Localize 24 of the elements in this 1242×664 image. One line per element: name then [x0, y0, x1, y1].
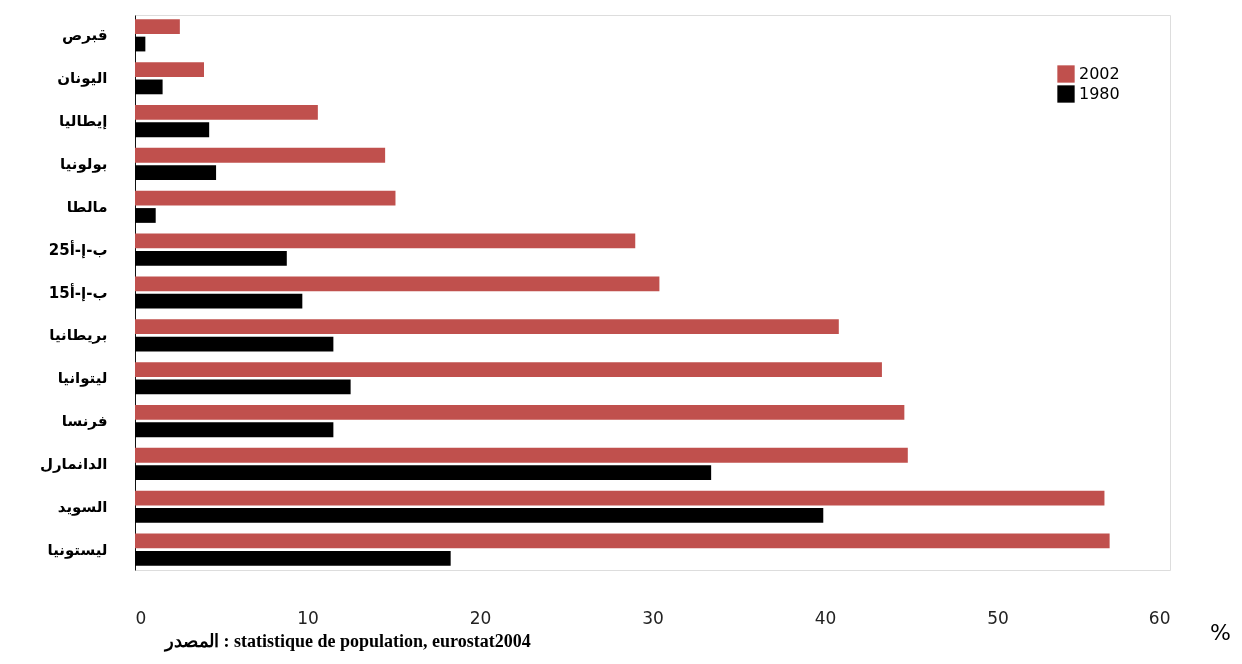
y-tick-label: فرنسا	[61, 412, 108, 431]
y-tick-label: بريطانيا	[49, 326, 108, 345]
y-tick-label: ليتوانيا	[57, 369, 108, 388]
y-tick-label: مالطا	[66, 197, 108, 216]
y-tick-label: السويد	[57, 497, 108, 516]
x-tick-label: 40	[814, 607, 837, 628]
x-axis-title: %	[1210, 619, 1231, 645]
y-tick-label: اليونان	[57, 69, 108, 88]
x-tick-label: 50	[987, 607, 1009, 628]
y-tick-label: إيطاليا	[59, 112, 108, 131]
legend-label: 1980	[1079, 84, 1120, 103]
x-tick-label: 10	[297, 607, 319, 628]
y-tick-label: ليستونيا	[47, 540, 108, 559]
x-tick-label: 60	[1148, 607, 1171, 628]
text: المصدر : statistique de population, eurostat2004	[163, 631, 531, 652]
y-tick-label: قبرص	[62, 26, 108, 45]
y-tick-label: ب-إ-أ15	[48, 282, 108, 302]
y-tick-label: بولونيا	[60, 154, 108, 173]
x-tick-label: 0	[135, 607, 147, 628]
x-tick-label: 30	[642, 607, 664, 628]
y-tick-label: الدانمارل	[39, 454, 108, 473]
y-tick-label: ب-إ-أ25	[48, 239, 108, 259]
legend-label: 2002	[1079, 64, 1120, 83]
x-tick-label: 20	[469, 607, 492, 628]
